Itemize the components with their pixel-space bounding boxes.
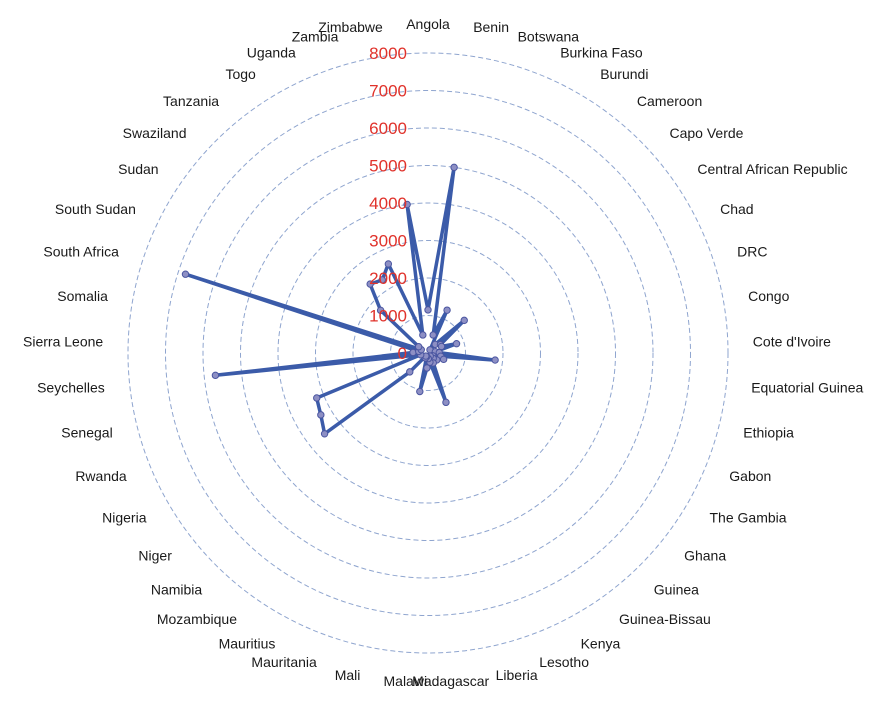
category-label: Senegal xyxy=(61,425,112,441)
tick-label: 3000 xyxy=(369,232,407,251)
category-label: Seychelles xyxy=(37,379,105,395)
tick-label: 4000 xyxy=(369,194,407,213)
category-label: Madagascar xyxy=(412,673,489,689)
data-point xyxy=(442,398,450,407)
grid-ring xyxy=(127,52,729,654)
category-label: Somalia xyxy=(57,288,108,304)
data-point xyxy=(181,270,190,278)
category-label: Cameroon xyxy=(637,93,702,109)
data-point xyxy=(211,371,220,380)
tick-label: 2000 xyxy=(369,269,407,288)
tick-label: 7000 xyxy=(369,82,407,101)
category-label: Zimbabwe xyxy=(318,19,383,35)
tick-label: 1000 xyxy=(369,307,407,326)
category-label: Uganda xyxy=(247,44,296,60)
category-label: Ghana xyxy=(684,548,726,564)
grid-ring xyxy=(390,315,466,391)
category-label: DRC xyxy=(737,243,767,259)
category-label: Mozambique xyxy=(157,611,237,627)
data-point xyxy=(429,331,437,339)
data-point xyxy=(376,306,385,315)
category-label: Sierra Leone xyxy=(23,334,103,350)
category-label: Burundi xyxy=(600,66,648,82)
data-point xyxy=(452,340,461,348)
category-label: Capo Verde xyxy=(670,125,744,141)
data-point xyxy=(313,394,321,402)
grid-ring xyxy=(240,165,616,541)
tick-label: 5000 xyxy=(369,157,407,176)
category-label: Kenya xyxy=(581,636,621,652)
data-point xyxy=(450,163,458,172)
data-point xyxy=(403,200,411,209)
radar-grid xyxy=(127,52,729,654)
category-label: Guinea-Bissau xyxy=(619,611,711,627)
category-label: South Africa xyxy=(43,243,119,259)
data-point xyxy=(491,356,499,364)
data-point xyxy=(424,306,432,314)
category-label: Mauritius xyxy=(219,636,276,652)
category-label: Zambia xyxy=(292,29,339,45)
category-label: Congo xyxy=(748,288,789,304)
category-label: Botswana xyxy=(518,29,580,45)
data-point xyxy=(378,276,386,284)
category-label: South Sudan xyxy=(55,201,136,217)
category-label: Malawi xyxy=(384,673,428,689)
category-label: Tanzania xyxy=(163,93,219,109)
data-point xyxy=(419,331,427,339)
tick-label: 8000 xyxy=(369,44,407,63)
category-label: Lesotho xyxy=(539,654,589,670)
radial-tick-labels: 0 1000 2000 3000 4000 5000 6000 7000 8000 xyxy=(369,44,407,363)
grid-ring xyxy=(352,277,504,429)
category-label: The Gambia xyxy=(710,510,787,526)
data-point xyxy=(416,387,424,396)
grid-ring xyxy=(165,90,691,616)
data-point xyxy=(366,280,374,288)
data-point xyxy=(439,355,448,364)
grid-ring xyxy=(202,127,654,579)
category-label: Equatorial Guinea xyxy=(751,379,863,395)
category-label: Liberia xyxy=(496,667,538,683)
tick-label: 6000 xyxy=(369,119,407,138)
category-label: Mauritania xyxy=(251,654,317,670)
category-label: Mali xyxy=(335,667,361,683)
category-label: Rwanda xyxy=(75,468,127,484)
series-line xyxy=(183,165,497,436)
category-label: Togo xyxy=(225,66,256,82)
data-point xyxy=(443,306,451,314)
data-point xyxy=(406,368,414,376)
category-label: Cote d'Ivoire xyxy=(753,334,831,350)
category-label: Chad xyxy=(720,201,753,217)
data-point xyxy=(384,260,393,268)
series-layer xyxy=(183,165,497,436)
category-label: Angola xyxy=(406,16,450,32)
category-label: Ethiopia xyxy=(743,425,794,441)
data-point xyxy=(460,316,468,325)
category-label: Sudan xyxy=(118,161,158,177)
data-point xyxy=(423,364,431,372)
data-point xyxy=(317,411,325,419)
data-point xyxy=(320,430,329,438)
tick-label: 0 xyxy=(398,344,407,363)
data-points xyxy=(181,163,499,438)
grid-ring xyxy=(315,240,541,466)
category-label: Swaziland xyxy=(123,125,187,141)
category-label: Namibia xyxy=(151,582,203,598)
category-label: Nigeria xyxy=(102,510,147,526)
category-label: Guinea xyxy=(654,582,699,598)
grid-ring xyxy=(277,202,579,504)
data-point xyxy=(437,342,446,351)
category-label: Central African Republic xyxy=(697,161,847,177)
category-label: Niger xyxy=(138,548,172,564)
category-label: Benin xyxy=(473,19,509,35)
category-label: Gabon xyxy=(729,468,771,484)
category-label: Burkina Faso xyxy=(560,44,643,60)
data-point xyxy=(414,343,423,351)
